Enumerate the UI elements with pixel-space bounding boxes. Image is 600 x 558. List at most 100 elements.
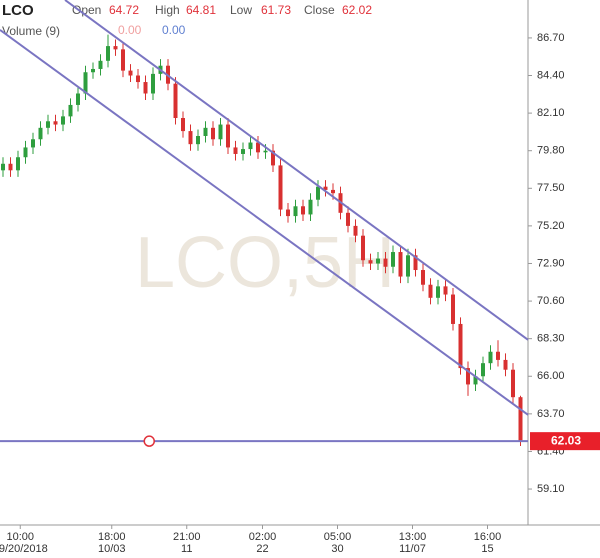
y-tick-label: 86.70	[537, 32, 565, 44]
candle-body	[181, 118, 185, 132]
y-tick-label: 82.10	[537, 107, 565, 119]
header-value: 64.81	[186, 3, 216, 17]
candle-body	[436, 286, 440, 298]
candle-body	[421, 270, 425, 285]
candle-body	[61, 116, 65, 125]
trend-line	[0, 29, 529, 416]
candle-body	[8, 163, 13, 171]
header-value: 62.02	[342, 3, 372, 17]
candle-body	[91, 68, 95, 73]
candle-body	[46, 121, 50, 128]
candle-body	[353, 225, 358, 236]
x-tick-label: 10:00	[6, 531, 34, 543]
candle-body	[233, 147, 238, 154]
header-label: Low	[230, 3, 252, 17]
candle-body	[1, 163, 5, 171]
candle-body	[218, 124, 223, 140]
candle-body	[286, 209, 290, 217]
x-tick-date: 09/20/2018	[0, 543, 48, 555]
y-tick-label: 70.60	[537, 295, 565, 307]
candle-body	[53, 121, 58, 125]
volume-value: 0.00	[162, 23, 186, 37]
y-tick-label: 79.80	[537, 145, 565, 157]
candle-body	[361, 235, 365, 261]
header-value: 61.73	[261, 3, 291, 17]
candle-body	[211, 127, 215, 140]
candle-body	[203, 127, 208, 136]
candle-body	[428, 284, 433, 298]
candle-body	[121, 49, 125, 71]
candle-body	[308, 199, 313, 215]
candle-body	[106, 46, 110, 61]
candle-body	[83, 72, 88, 94]
x-tick-date: 10/03	[98, 543, 126, 555]
candle-body	[496, 351, 500, 360]
y-tick-label: 66.00	[537, 370, 565, 382]
candle-body	[68, 104, 73, 117]
candle-body	[271, 150, 275, 166]
candle-body	[113, 46, 118, 50]
candle-body	[136, 75, 140, 83]
candle-body	[368, 260, 373, 264]
candle-body	[458, 323, 463, 369]
candle-body	[383, 258, 388, 267]
y-tick-label: 75.20	[537, 220, 565, 232]
x-tick-date: 15	[481, 543, 493, 555]
header-value: 64.72	[109, 3, 139, 17]
candle-body	[376, 258, 380, 264]
candle-body	[466, 368, 470, 385]
candle-body	[248, 142, 253, 150]
last-price-label: 62.03	[551, 433, 581, 447]
x-tick-label: 18:00	[98, 531, 126, 543]
y-tick-label: 63.70	[537, 408, 565, 420]
candle-body	[31, 139, 35, 148]
x-tick-label: 21:00	[173, 531, 201, 543]
candle-body	[316, 186, 320, 200]
candle-body	[23, 147, 28, 158]
candle-body	[473, 376, 478, 385]
candle-body	[406, 255, 410, 277]
symbol-title: LCO	[2, 2, 34, 19]
candle-body	[76, 93, 80, 105]
candle-body	[518, 397, 523, 442]
candle-body	[278, 165, 283, 210]
candle-body	[173, 83, 178, 119]
candle-body	[451, 294, 455, 324]
candle-body	[128, 70, 133, 76]
candle-body	[331, 189, 335, 194]
candle-body	[391, 252, 395, 267]
y-tick-label: 84.40	[537, 69, 565, 81]
candle-body	[98, 60, 103, 69]
y-tick-label: 72.90	[537, 257, 565, 269]
candle-body	[263, 150, 268, 153]
header-label: High	[155, 3, 180, 17]
candle-body	[323, 186, 328, 190]
volume-value: 0.00	[118, 23, 142, 37]
candle-body	[196, 135, 200, 145]
trend-line	[64, 0, 529, 341]
candle-body	[398, 252, 403, 277]
candle-body	[481, 363, 485, 377]
line-handle	[143, 435, 155, 447]
candle-body	[16, 157, 20, 171]
x-tick-date: 11/07	[399, 543, 426, 555]
volume-label: Volume (9)	[2, 24, 60, 38]
candle-body	[151, 73, 155, 94]
header-label: Close	[304, 3, 335, 17]
x-tick-label: 02:00	[249, 531, 277, 543]
last-price-tag	[530, 432, 600, 451]
candle-body	[188, 131, 193, 145]
candle-body	[226, 124, 230, 148]
x-tick-date: 30	[331, 543, 343, 555]
candle-body	[293, 206, 298, 217]
candle-body	[256, 142, 260, 153]
y-tick-label: 68.30	[537, 333, 565, 345]
x-tick-label: 16:00	[474, 531, 502, 543]
candle-body	[241, 149, 245, 154]
candle-body	[38, 127, 43, 140]
candle-body	[346, 212, 350, 226]
candle-body	[301, 206, 305, 215]
candle-body	[488, 351, 493, 364]
x-tick-date: 22	[256, 543, 268, 555]
